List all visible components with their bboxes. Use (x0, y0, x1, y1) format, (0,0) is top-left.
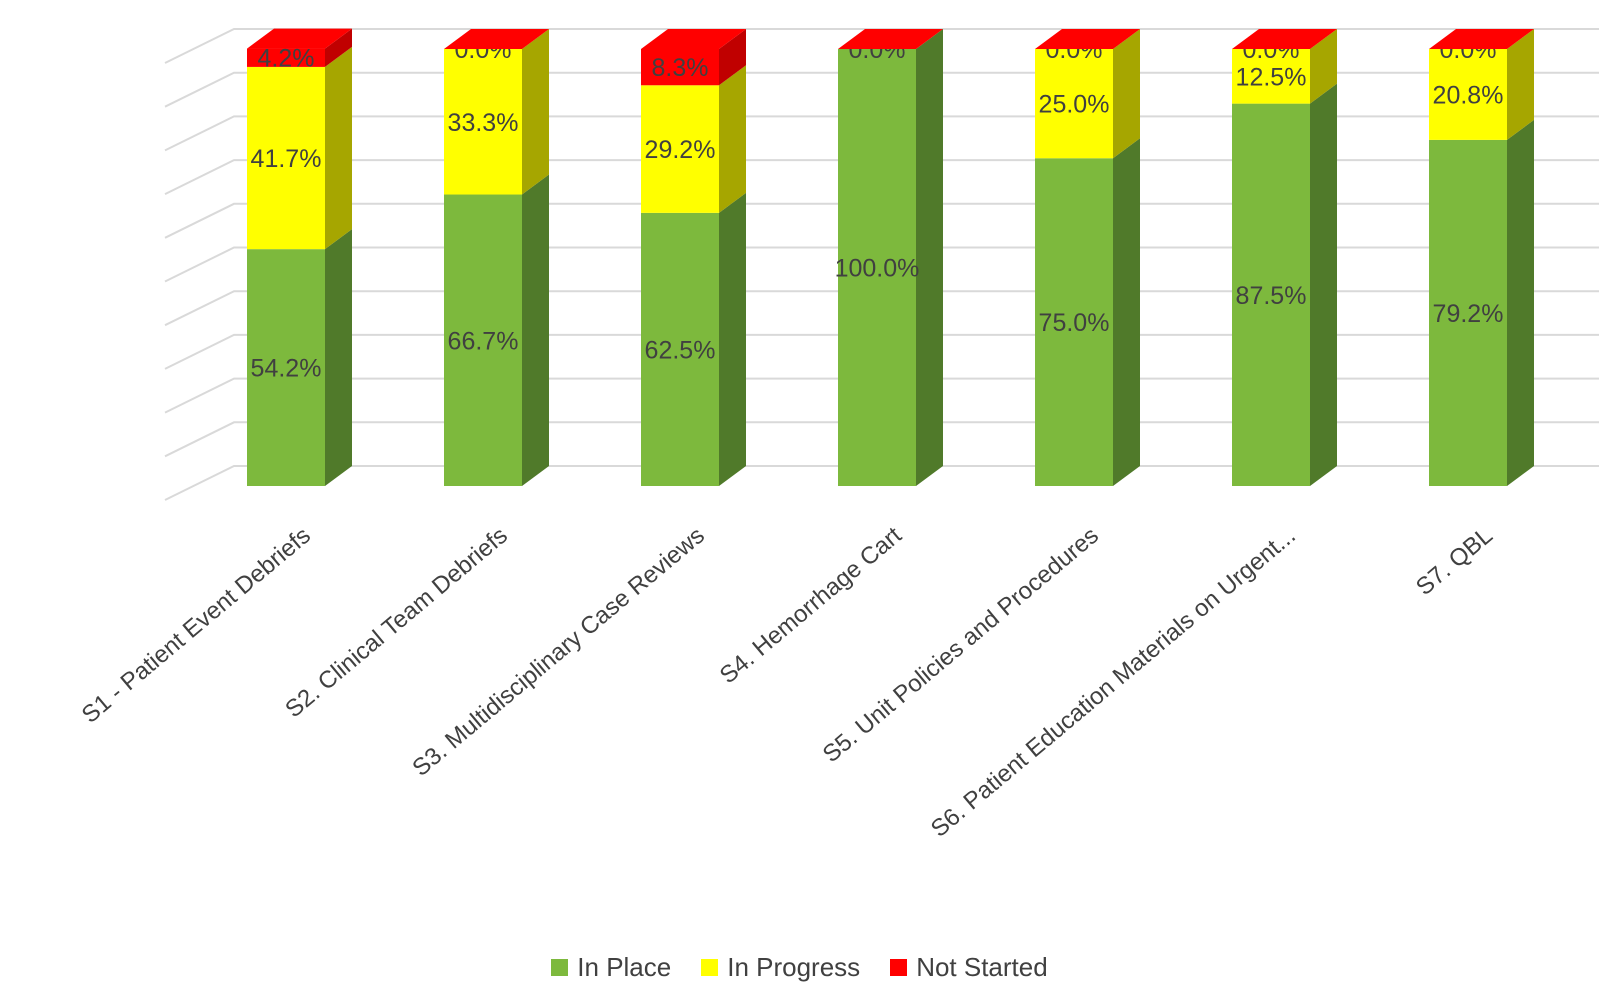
bar-side (325, 28, 352, 67)
bar-side (522, 174, 549, 486)
data-label: 54.2% (251, 355, 322, 383)
gridline (164, 28, 1599, 64)
gridline (164, 71, 1599, 108)
gridline (164, 202, 1599, 239)
data-label: 41.7% (251, 145, 322, 173)
legend-item-in-progress: In Progress (701, 952, 860, 983)
bar-segment (1429, 139, 1507, 486)
data-label: 87.5% (1236, 282, 1307, 310)
bar-segment (444, 194, 522, 486)
legend-label-not-started: Not Started (916, 952, 1048, 982)
bar-top (1035, 29, 1140, 49)
bar-side (719, 192, 746, 486)
legend-swatch-in-progress (701, 959, 719, 976)
bar-segment (641, 212, 719, 486)
bar-side (719, 29, 746, 86)
bar-top (444, 29, 549, 49)
legend-item-not-started: Not Started (890, 952, 1048, 983)
data-label: 8.3% (652, 54, 709, 82)
gridline (164, 159, 1599, 195)
bar-segment (247, 66, 325, 250)
bar-segment (641, 85, 719, 213)
legend-label-in-place: In Place (577, 952, 672, 982)
gridline (164, 290, 1599, 327)
bar-side (1113, 138, 1140, 486)
data-label: 100.0% (835, 255, 920, 283)
bar-segment (641, 49, 719, 86)
bar-side (522, 29, 549, 195)
data-label: 66.7% (448, 327, 519, 355)
gridline (164, 115, 1599, 152)
legend-item-in-place: In Place (551, 952, 671, 983)
data-label: 12.5% (1236, 63, 1307, 91)
bar-top (838, 29, 943, 49)
bar-side (719, 65, 746, 213)
bar-segment (838, 49, 916, 486)
legend-label-in-progress: In Progress (727, 952, 861, 982)
category-label: S7. QBL (1411, 522, 1498, 601)
gridline (164, 465, 1599, 501)
bar-side (1310, 83, 1337, 486)
legend-swatch-in-place (551, 959, 569, 976)
bar-top (1232, 29, 1337, 49)
bar-segment (1232, 49, 1310, 104)
bar-segment (247, 48, 325, 67)
bar-side (1113, 29, 1140, 159)
bar-segment (247, 249, 325, 486)
legend-swatch-not-started (890, 959, 908, 976)
gridline (164, 246, 1599, 283)
data-label: 62.5% (645, 336, 716, 364)
gridline (164, 421, 1599, 458)
bar-side (1310, 29, 1337, 104)
legend: In Place In Progress Not Started (0, 952, 1599, 983)
bar-side (1507, 119, 1534, 487)
category-label: S1 - Patient Event Debriefs (77, 522, 316, 729)
category-label: S4. Hemorrhage Cart (715, 522, 907, 690)
data-label: 75.0% (1039, 309, 1110, 337)
bar-segment (1232, 103, 1310, 486)
bar-top (641, 29, 746, 49)
bar-segment (1035, 158, 1113, 486)
bar-side (1507, 29, 1534, 140)
bar-segment (444, 49, 522, 195)
gridline (164, 377, 1599, 414)
bar-segment (1429, 49, 1507, 140)
data-label: 33.3% (448, 109, 519, 137)
gridline (164, 333, 1599, 370)
category-label: S6. Patient Education Materials on Urgen… (926, 522, 1301, 843)
data-label: 20.8% (1433, 81, 1504, 109)
data-label: 4.2% (258, 45, 315, 73)
bar-side (325, 229, 352, 486)
bar-top (1429, 29, 1534, 49)
category-label: S2. Clinical Team Debriefs (280, 522, 513, 723)
bar-side (916, 29, 943, 486)
bar-top (247, 28, 352, 49)
data-label: 79.2% (1433, 300, 1504, 328)
bar-side (325, 46, 352, 250)
data-label: 25.0% (1039, 91, 1110, 119)
data-label: 29.2% (645, 136, 716, 164)
bar-segment (1035, 49, 1113, 159)
